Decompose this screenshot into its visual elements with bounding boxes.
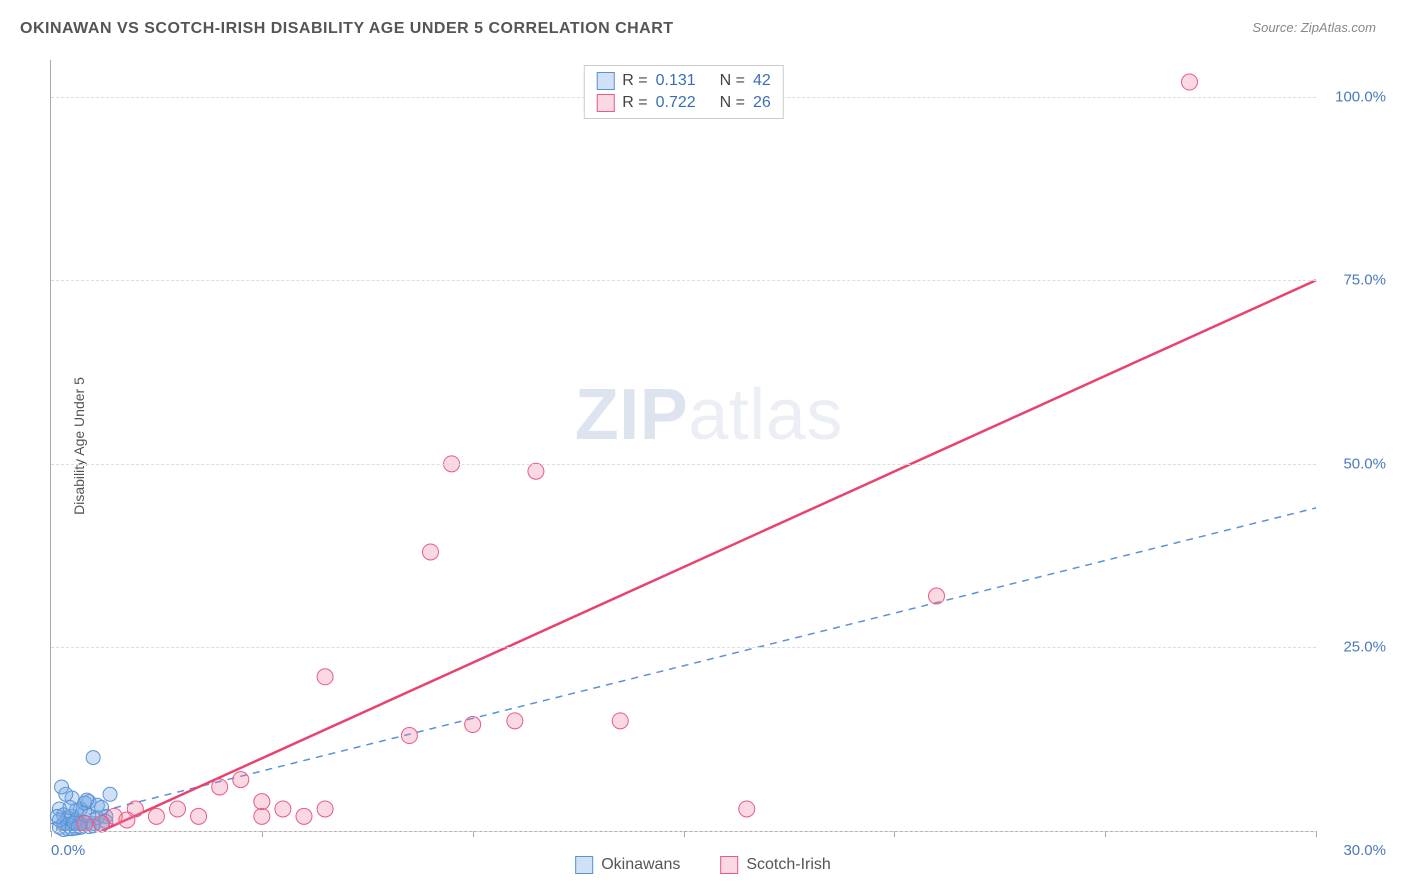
- data-point: [77, 816, 93, 832]
- source-label: Source:: [1252, 20, 1297, 35]
- data-point: [612, 713, 628, 729]
- grid-line: [51, 464, 1316, 465]
- r-value: 0.722: [656, 94, 712, 112]
- source-attribution: Source: ZipAtlas.com: [1252, 20, 1376, 35]
- y-tick-label: 100.0%: [1326, 88, 1386, 105]
- data-point: [1182, 74, 1198, 90]
- y-tick-label: 50.0%: [1326, 455, 1386, 472]
- grid-line: [51, 280, 1316, 281]
- x-tick: [262, 831, 263, 837]
- y-tick-label: 25.0%: [1326, 639, 1386, 656]
- legend-series-label: Okinawans: [601, 856, 680, 874]
- data-point: [254, 794, 270, 810]
- x-tick: [1105, 831, 1106, 837]
- plot-svg: [51, 60, 1316, 831]
- source-value: ZipAtlas.com: [1301, 20, 1376, 35]
- data-point: [95, 801, 109, 815]
- data-point: [191, 808, 207, 824]
- n-label: N =: [720, 94, 745, 112]
- legend-swatch: [720, 856, 738, 874]
- data-point: [233, 772, 249, 788]
- data-point: [254, 808, 270, 824]
- data-point: [148, 808, 164, 824]
- data-point: [507, 713, 523, 729]
- data-point: [119, 812, 135, 828]
- legend-series-label: Scotch-Irish: [746, 856, 830, 874]
- data-point: [739, 801, 755, 817]
- r-value: 0.131: [656, 72, 712, 90]
- data-point: [317, 669, 333, 685]
- data-point: [86, 751, 100, 765]
- data-point: [50, 809, 64, 823]
- x-tick: [684, 831, 685, 837]
- chart-title: OKINAWAN VS SCOTCH-IRISH DISABILITY AGE …: [20, 20, 674, 38]
- data-point: [212, 779, 228, 795]
- x-tick: [1316, 831, 1317, 837]
- data-point: [465, 717, 481, 733]
- data-point: [103, 787, 117, 801]
- plot-area: ZIPatlas R = 0.131 N = 42 R = 0.722 N = …: [50, 60, 1316, 832]
- legend-swatch: [596, 72, 614, 90]
- legend-correlation-row: R = 0.131 N = 42: [596, 70, 770, 92]
- legend-correlation-box: R = 0.131 N = 42 R = 0.722 N = 26: [583, 65, 783, 119]
- legend-series-item: Scotch-Irish: [720, 856, 830, 874]
- data-point: [296, 808, 312, 824]
- legend-swatch: [596, 94, 614, 112]
- legend-series: Okinawans Scotch-Irish: [575, 856, 831, 874]
- y-tick-label: 75.0%: [1326, 272, 1386, 289]
- data-point: [55, 780, 69, 794]
- data-point: [275, 801, 291, 817]
- data-point: [317, 801, 333, 817]
- grid-line: [51, 647, 1316, 648]
- n-value: 42: [753, 72, 771, 90]
- legend-correlation-row: R = 0.722 N = 26: [596, 92, 770, 114]
- r-label: R =: [622, 94, 647, 112]
- n-value: 26: [753, 94, 771, 112]
- data-point: [170, 801, 186, 817]
- x-tick-label: 0.0%: [51, 842, 85, 859]
- data-point: [929, 588, 945, 604]
- legend-series-item: Okinawans: [575, 856, 680, 874]
- data-point: [94, 816, 110, 832]
- trend-line: [102, 280, 1316, 831]
- x-tick: [51, 831, 52, 837]
- data-point: [80, 793, 94, 807]
- r-label: R =: [622, 72, 647, 90]
- x-tick: [894, 831, 895, 837]
- legend-swatch: [575, 856, 593, 874]
- data-point: [401, 728, 417, 744]
- data-point: [528, 463, 544, 479]
- x-tick-label: 30.0%: [1326, 842, 1386, 859]
- x-tick: [473, 831, 474, 837]
- data-point: [423, 544, 439, 560]
- n-label: N =: [720, 72, 745, 90]
- data-point: [63, 801, 77, 815]
